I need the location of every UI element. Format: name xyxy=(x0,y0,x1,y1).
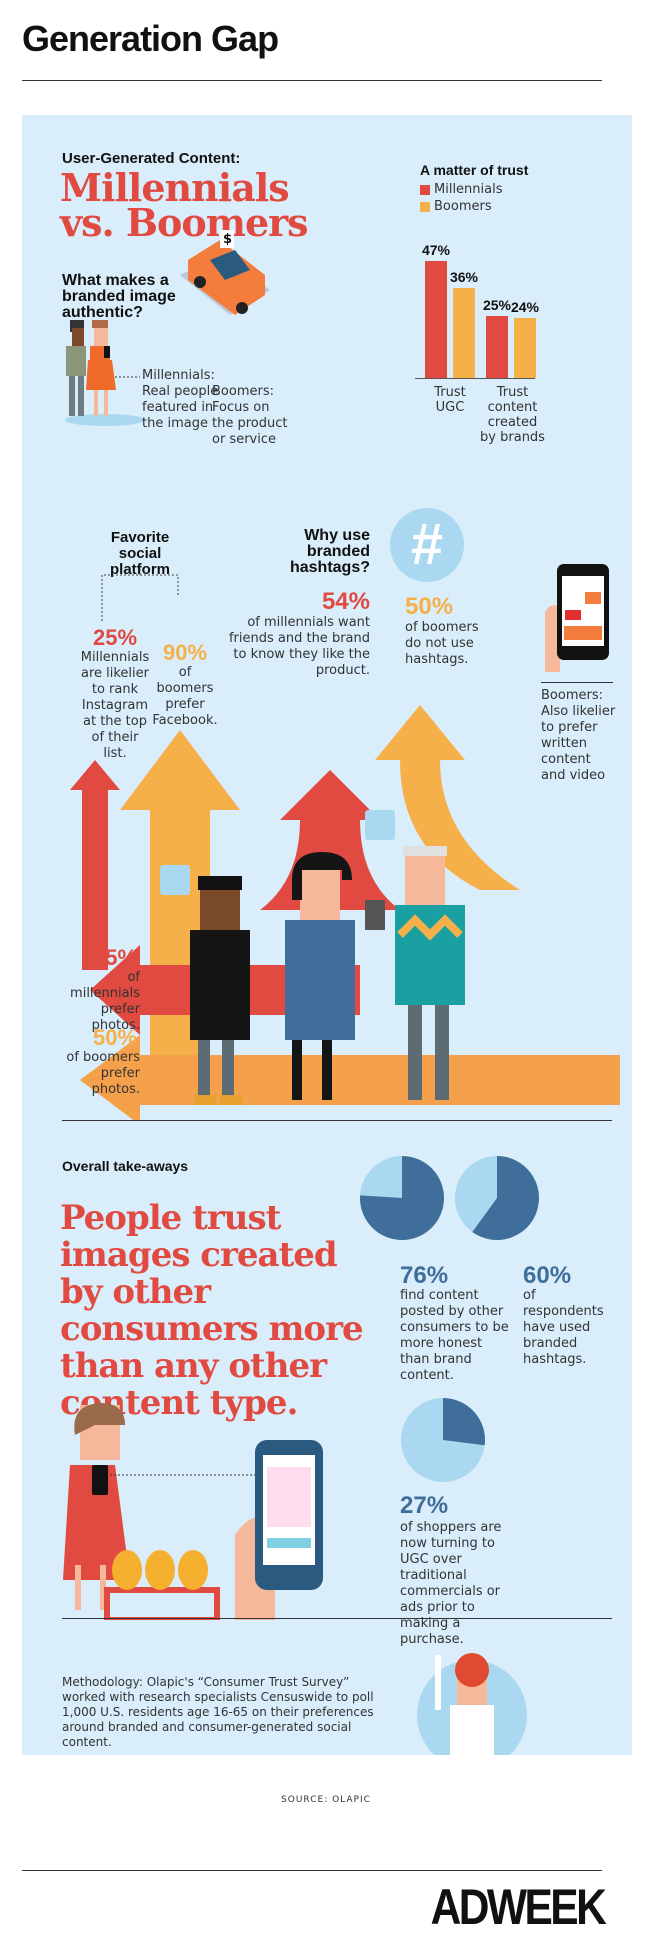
shadow xyxy=(65,414,145,426)
stat2-pct: 60% xyxy=(523,1262,572,1289)
bar-chart-baseline xyxy=(415,378,535,379)
pie-charts-top xyxy=(360,1156,539,1240)
man-icon xyxy=(66,320,86,416)
arrows-and-people-illustration xyxy=(70,705,620,1120)
photo-bubble-icon xyxy=(365,810,395,840)
bar-value-label: 24% xyxy=(510,299,540,315)
facebook-pct: 90% xyxy=(162,640,208,665)
methodology-divider xyxy=(62,1618,612,1619)
soap-bottles-icon xyxy=(112,1550,208,1590)
legend-label: Millennials xyxy=(434,182,503,197)
bar-millennials xyxy=(425,260,447,378)
photos-boom-pct: 50% xyxy=(93,1025,138,1050)
photo-bubble-icon xyxy=(160,865,190,895)
yellow-arrow-hashtag-icon xyxy=(375,705,520,890)
shopper-illustration xyxy=(63,1403,323,1620)
millennial-man-icon xyxy=(190,876,250,1105)
phone-ugc-icon xyxy=(255,1440,323,1590)
legend-swatch xyxy=(420,201,430,212)
title-divider xyxy=(22,80,602,81)
red-arrow-instagram-icon xyxy=(70,760,120,970)
boomer-man-icon xyxy=(395,846,465,1100)
hashtag-mill-text: of millennials want friends and the bran… xyxy=(228,615,370,678)
shopper-woman-icon xyxy=(63,1403,130,1610)
woman-icon xyxy=(86,320,116,416)
x-label-trust-ugc: Trust UGC xyxy=(434,385,466,415)
phone-video-icon xyxy=(545,564,609,672)
takeaways-heading: Overall take-aways xyxy=(62,1158,189,1174)
pie-chart-27 xyxy=(401,1398,485,1482)
methodology-text: Methodology: Olapic's “Consumer Trust Su… xyxy=(62,1675,374,1749)
instagram-pct: 25% xyxy=(92,625,138,650)
bar-boomers xyxy=(514,318,536,378)
pie-slice xyxy=(443,1398,485,1446)
photos-mill-text: of millennials prefer photos. xyxy=(70,970,140,1033)
source-credit: SOURCE: OLAPIC xyxy=(281,1795,371,1805)
pie-slice xyxy=(360,1156,444,1240)
legend-boomers: Boomers xyxy=(420,199,492,215)
pie-slice xyxy=(472,1156,539,1240)
boomers-video-text: Boomers: Also likelier to prefer written… xyxy=(541,688,616,783)
instagram-text: Millennials are likelier to rank Instagr… xyxy=(80,650,150,761)
stat1-text: find content posted by other consumers t… xyxy=(400,1288,509,1383)
hashtag-boom-text: of boomers do not use hashtags. xyxy=(405,620,479,667)
people-illustration xyxy=(65,320,145,426)
bar-chart-title: A matter of trust xyxy=(420,162,529,178)
kicker: User-Generated Content: xyxy=(62,150,241,167)
photos-boom-text: of boomers prefer photos. xyxy=(66,1050,140,1097)
hashtag-boom-pct: 50% xyxy=(405,593,454,620)
facebook-text: of boomers prefer Facebook. xyxy=(152,665,218,728)
page-title: Generation Gap xyxy=(22,18,279,59)
bar-value-label: 47% xyxy=(421,241,451,258)
x-label-trust-brands: Trust content created by brands xyxy=(480,385,545,445)
takeaways-headline: People trust images created by other con… xyxy=(60,1198,364,1423)
stat3-text: of shoppers are now turning to UGC over … xyxy=(400,1520,502,1647)
table-icon xyxy=(104,1587,220,1620)
stat1-pct: 76% xyxy=(400,1262,449,1289)
hashtag-icon: # xyxy=(390,508,464,582)
legend-label: Boomers xyxy=(434,199,492,214)
stat3-pct: 27% xyxy=(400,1492,449,1519)
boomers-answer: Boomers: Focus on the product or service xyxy=(212,384,288,447)
bar-value-label: 36% xyxy=(449,269,479,285)
headline-boomers: vs. Boomers xyxy=(60,200,309,245)
authentic-question: What makes a branded image authentic? xyxy=(62,272,176,321)
adweek-logo: ADWEEK xyxy=(430,1879,606,1935)
bar-millennials xyxy=(486,315,508,378)
hashtag-heading: Why use branded hashtags? xyxy=(289,527,370,576)
car-icon: $ xyxy=(180,230,270,315)
bracket-connector xyxy=(101,565,179,623)
photos-mill-pct: 75% xyxy=(93,945,138,970)
scientist-icon xyxy=(417,1653,527,1755)
video-divider xyxy=(541,682,613,683)
millennial-woman-icon xyxy=(285,852,385,1100)
bar-boomers xyxy=(453,288,475,378)
headline-millennials: Millennials xyxy=(60,165,290,210)
hashtag-mill-pct: 54% xyxy=(321,588,370,615)
car-sign: $ xyxy=(223,232,232,247)
bar-value-label: 25% xyxy=(482,296,512,313)
millennials-answer: Millennials: Real people featured in the… xyxy=(142,368,219,431)
legend-swatch xyxy=(420,184,430,195)
stat2-text: of respondents have used branded hashtag… xyxy=(523,1288,604,1367)
footer-divider xyxy=(22,1870,602,1871)
legend-millennials: Millennials xyxy=(420,182,503,198)
section-divider xyxy=(62,1120,612,1121)
